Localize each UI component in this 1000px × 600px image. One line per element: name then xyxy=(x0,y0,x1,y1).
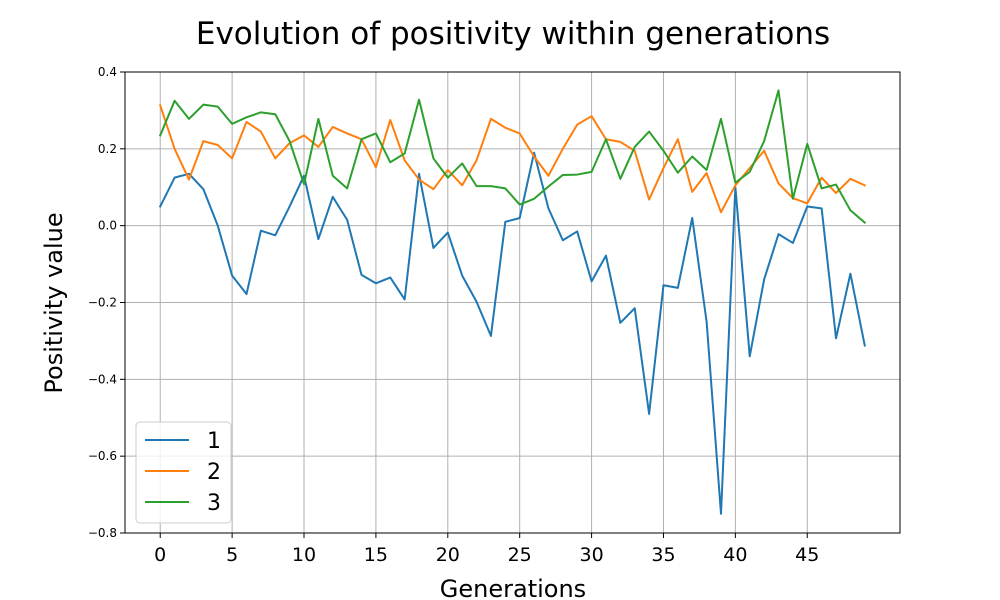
series-line-3 xyxy=(158,89,867,224)
y-axis-label: Positivity value xyxy=(40,212,68,393)
x-tick-label: 40 xyxy=(723,544,747,566)
legend: 1 2 3 xyxy=(135,421,232,524)
y-tick-label: 0.2 xyxy=(98,142,117,156)
x-tick-label: 20 xyxy=(436,544,460,566)
chart-title: Evolution of positivity within generatio… xyxy=(196,16,830,52)
legend-box xyxy=(135,421,232,524)
x-tick-label: 5 xyxy=(226,544,238,566)
y-tick-label: −0.8 xyxy=(88,526,117,540)
series-group xyxy=(158,89,867,515)
legend-label-2: 2 xyxy=(207,460,221,485)
x-tick-label: 15 xyxy=(364,544,388,566)
x-tick-label: 45 xyxy=(795,544,819,566)
y-tick-label: −0.4 xyxy=(88,372,117,386)
x-tick-label: 35 xyxy=(651,544,675,566)
x-tick-label: 25 xyxy=(508,544,532,566)
x-tick-label: 10 xyxy=(292,544,316,566)
y-tick-label: 0.0 xyxy=(98,219,117,233)
x-tick-label: 30 xyxy=(579,544,603,566)
legend-label-3: 3 xyxy=(207,491,221,516)
y-tick-label: −0.2 xyxy=(88,296,117,310)
y-tick-label: 0.4 xyxy=(98,65,117,79)
x-axis-label: Generations xyxy=(440,575,586,600)
series-line-1 xyxy=(158,151,866,515)
y-tick-label: −0.6 xyxy=(88,449,117,463)
y-axis-ticks: −0.8 −0.6 −0.4 −0.2 0.0 0.2 0.4 xyxy=(88,65,125,540)
x-axis-ticks: 0 5 10 15 20 25 30 35 40 45 xyxy=(154,533,819,566)
legend-label-1: 1 xyxy=(207,429,221,454)
grid xyxy=(125,71,900,534)
x-tick-label: 0 xyxy=(154,544,166,566)
series-line-2 xyxy=(158,104,867,214)
